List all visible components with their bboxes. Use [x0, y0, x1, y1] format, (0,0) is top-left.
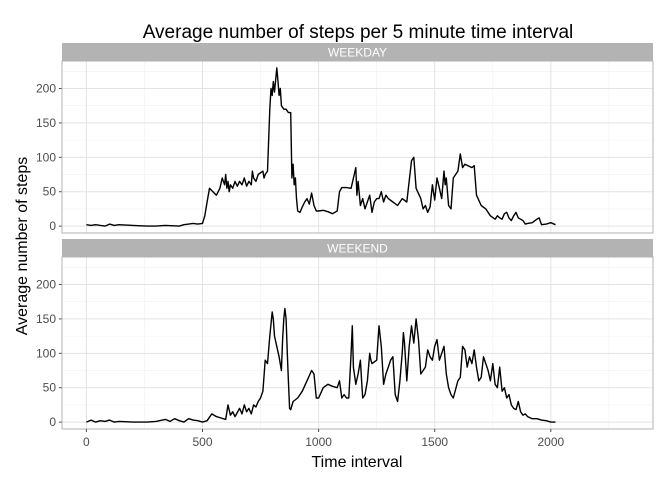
strip-weekday — [62, 43, 653, 61]
y-axis-title: Average number of steps — [14, 157, 31, 335]
y-tick-label: 150 — [36, 312, 56, 326]
x-tick-label: 2000 — [537, 435, 564, 449]
x-tick-label: 500 — [192, 435, 212, 449]
strip-weekend — [62, 239, 653, 257]
strip-label-weekend: WEEKEND — [327, 242, 388, 256]
x-tick-label: 1500 — [421, 435, 448, 449]
y-tick-label: 200 — [36, 278, 56, 292]
y-tick-label: 200 — [36, 82, 56, 96]
panel-weekday: WEEKDAY 0 50 100 150 200 — [36, 43, 654, 234]
chart-title: Average number of steps per 5 minute tim… — [143, 22, 574, 43]
series-line-weekday — [86, 67, 556, 227]
series-line-weekend — [86, 307, 556, 423]
x-tick-label: 1000 — [305, 435, 332, 449]
x-axis: 0 500 1000 1500 2000 — [83, 429, 564, 449]
panel-border-weekday — [61, 60, 654, 234]
x-axis-title: Time interval — [312, 454, 403, 471]
y-tick-label: 50 — [43, 185, 57, 199]
panels: WEEKDAY 0 50 100 150 200 WEEKEND 0 50 100 150 200 — [36, 43, 654, 430]
x-tick-label: 0 — [83, 435, 90, 449]
panel-weekend: WEEKEND 0 50 100 150 200 — [36, 239, 654, 430]
y-tick-label: 100 — [36, 346, 56, 360]
y-tick-label: 50 — [43, 381, 57, 395]
y-tick-label: 0 — [49, 219, 56, 233]
y-tick-label: 100 — [36, 150, 56, 164]
panel-border-weekend — [61, 256, 654, 430]
strip-label-weekday: WEEKDAY — [328, 46, 387, 60]
y-tick-label: 0 — [49, 415, 56, 429]
y-tick-label: 150 — [36, 116, 56, 130]
